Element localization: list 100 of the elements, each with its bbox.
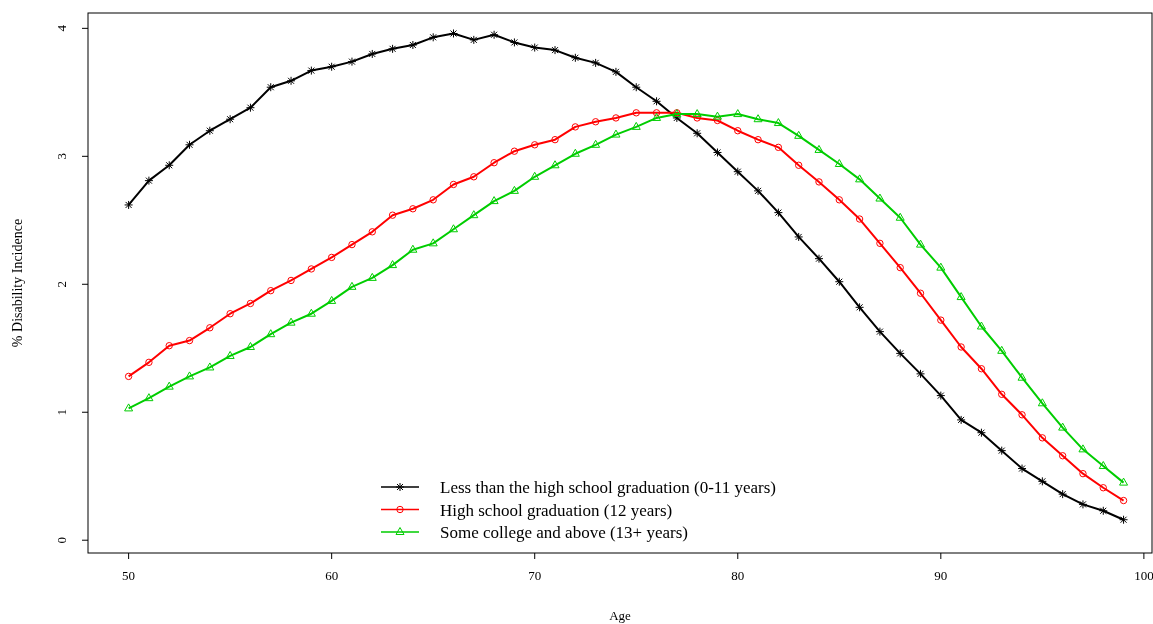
point: [713, 116, 722, 125]
point: [1119, 496, 1128, 505]
y-tick-label: 4: [54, 24, 69, 32]
point: [469, 210, 479, 219]
point: [124, 403, 134, 412]
point: [632, 109, 640, 117]
point: [571, 123, 580, 131]
point: [509, 185, 519, 194]
point: [794, 161, 803, 169]
point: [551, 135, 559, 144]
point: [997, 345, 1007, 354]
y-tick-label: 3: [54, 153, 69, 160]
point: [570, 148, 580, 157]
point: [144, 393, 154, 402]
point: [814, 144, 824, 153]
legend-label: Some college and above (13+ years): [440, 523, 688, 542]
x-tick-label: 70: [528, 568, 542, 583]
point: [388, 260, 398, 269]
x-axis-title: Age: [609, 608, 632, 623]
point: [1078, 444, 1088, 453]
point: [225, 350, 235, 359]
point: [164, 381, 174, 390]
point: [388, 211, 397, 219]
x-tick-label: 90: [934, 568, 948, 583]
point: [875, 193, 885, 202]
point: [855, 174, 865, 183]
point: [916, 239, 926, 248]
point: [876, 239, 884, 248]
point: [693, 114, 701, 122]
point: [368, 228, 376, 236]
point: [835, 196, 843, 204]
y-tick-label: 2: [54, 281, 69, 288]
point: [206, 324, 214, 332]
point: [976, 321, 986, 330]
point: [1119, 477, 1129, 486]
point: [145, 358, 153, 367]
point: [428, 238, 438, 247]
point: [367, 272, 377, 281]
point: [794, 130, 804, 139]
point: [449, 180, 458, 189]
point: [692, 109, 702, 118]
point: [855, 215, 864, 223]
point: [409, 205, 417, 213]
point: [611, 129, 621, 138]
point: [245, 341, 255, 350]
x-tick-label: 100: [1134, 568, 1153, 583]
point: [165, 342, 173, 350]
point: [591, 118, 600, 126]
x-tick-label: 60: [325, 568, 339, 583]
legend-label: Less than the high school graduation (0-11 years): [440, 478, 776, 497]
point: [531, 141, 539, 149]
point: [957, 343, 965, 351]
point: [937, 316, 945, 324]
y-tick-label: 0: [54, 536, 69, 544]
point: [267, 286, 275, 295]
point: [347, 281, 357, 290]
point: [815, 178, 823, 186]
point: [591, 139, 601, 148]
point: [307, 265, 316, 273]
point: [652, 112, 662, 121]
point: [306, 308, 316, 317]
point: [1017, 372, 1027, 381]
point: [470, 173, 478, 181]
point: [712, 111, 722, 120]
point: [408, 244, 418, 253]
y-axis-title: % Disability Incidence: [10, 218, 25, 348]
point: [895, 212, 905, 221]
point: [449, 224, 458, 233]
point: [1079, 469, 1087, 478]
x-tick-label: 80: [731, 568, 745, 583]
point: [977, 365, 986, 373]
x-tick-label: 50: [122, 568, 136, 583]
point: [754, 135, 762, 144]
point: [631, 121, 641, 130]
point: [1099, 484, 1107, 492]
point: [429, 196, 437, 204]
point: [327, 253, 336, 262]
point: [734, 127, 742, 135]
point: [246, 299, 255, 308]
point: [185, 371, 195, 380]
point: [205, 362, 215, 371]
point: [1037, 398, 1047, 407]
point: [896, 263, 904, 272]
y-tick-label: 1: [54, 408, 69, 416]
point: [936, 262, 946, 271]
point: [226, 310, 234, 318]
point: [489, 196, 499, 205]
point: [834, 159, 844, 167]
point: [652, 109, 661, 117]
point: [1038, 434, 1047, 442]
point: [916, 289, 925, 297]
point: [1058, 452, 1067, 460]
point: [1058, 422, 1068, 431]
point: [266, 329, 276, 338]
point: [287, 276, 295, 285]
point: [733, 109, 743, 118]
point: [998, 390, 1006, 399]
point: [612, 114, 620, 122]
point: [530, 171, 540, 180]
point: [550, 160, 560, 169]
